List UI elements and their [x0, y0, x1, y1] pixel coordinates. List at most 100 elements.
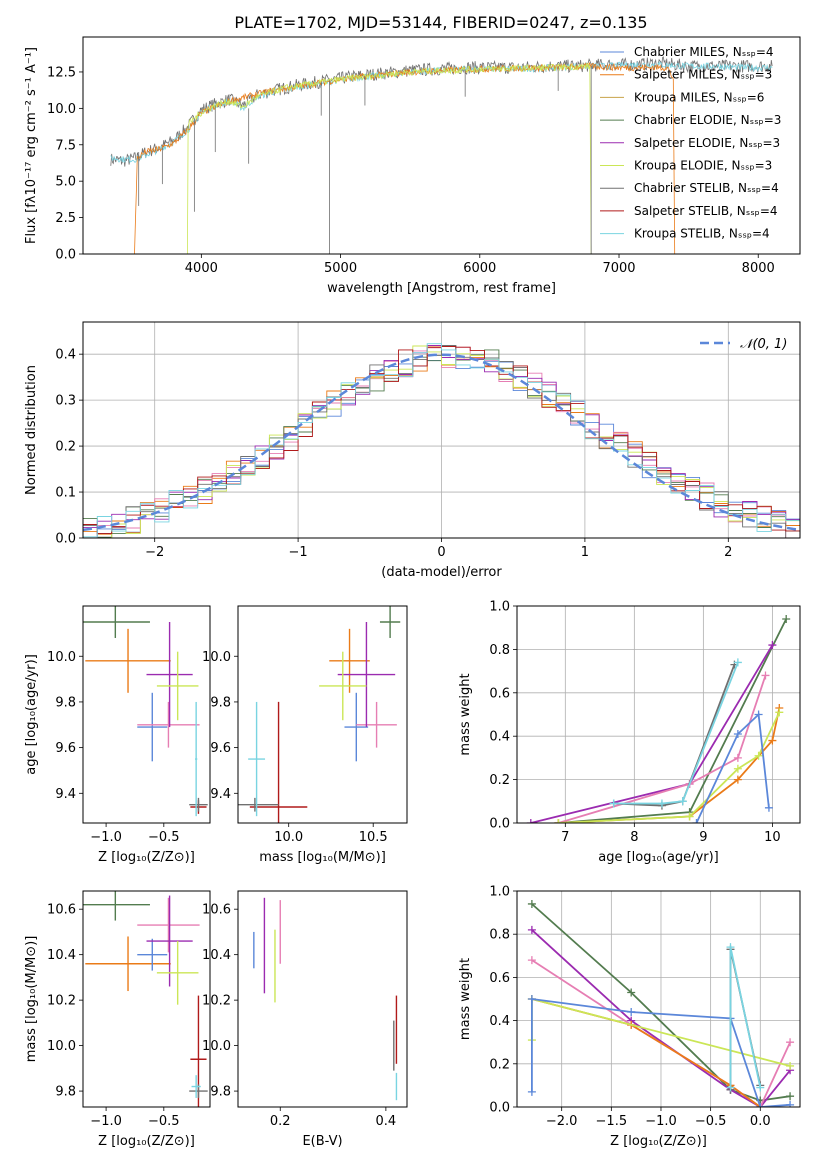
- data-point-marker: [627, 988, 636, 997]
- y-tick-label: 10.0: [47, 650, 76, 665]
- x-tick-label: −0.5: [148, 830, 180, 845]
- legend-label: Salpeter STELIB, Nₛₛₚ=4: [634, 204, 778, 218]
- y-tick-label: 10.6: [202, 903, 231, 918]
- y-tick-label: 1.0: [489, 600, 510, 615]
- x-tick-label: 10.0: [274, 830, 303, 845]
- y-tick-label: 9.6: [210, 741, 231, 756]
- y-tick-label: 0.1: [55, 486, 76, 501]
- data-point-marker: [733, 753, 742, 762]
- data-point-marker: [527, 995, 536, 1003]
- legend-label: Kroupa MILES, Nₛₛₚ=6: [634, 90, 764, 104]
- data-point-marker: [609, 799, 618, 808]
- x-tick-label: 4000: [185, 261, 218, 276]
- data-point-marker: [756, 1083, 765, 1092]
- errorbars: [238, 606, 401, 823]
- data-point-marker: [678, 797, 687, 806]
- spectrum-lines: [110, 56, 773, 254]
- chart-spectrum: 4000 5000 6000 7000 8000 0.0 2.5 5.0 7.5 10.0 12.5…: [24, 36, 801, 296]
- x-tick-label: −1.0: [90, 1114, 122, 1129]
- x-tick-label: 0: [437, 545, 445, 560]
- data-point-marker: [526, 819, 535, 823]
- chart-age_vs_Z: −1.0 −0.5 9.4 9.6 9.8 10.0 Z [log₁₀(Z/Z⊙)] age …: [24, 605, 211, 865]
- y-tick-label: 0.4: [489, 730, 510, 745]
- massweight-series-line: [729, 947, 762, 1088]
- errorbars: [83, 891, 208, 1107]
- data-point-marker: [782, 615, 791, 624]
- chart-residuals: −2 −1 0 1 2 0.0 0.1 0.2 0.3 0.4 (data-model)/error…: [24, 321, 801, 580]
- data-point-marker: [527, 899, 536, 908]
- legend-label: Salpeter MILES, Nₛₛₚ=3: [634, 68, 772, 82]
- legend-label: Kroupa STELIB, Nₛₛₚ=4: [634, 227, 770, 241]
- x-tick-label: −1.0: [90, 830, 122, 845]
- x-axis-label: Z [log₁₀(Z/Z⊙)]: [98, 1134, 195, 1149]
- x-tick-label: 0.0: [750, 1114, 771, 1129]
- spectrum-series-line: [187, 63, 592, 254]
- data-point-marker: [786, 1100, 795, 1107]
- y-tick-label: 10.4: [202, 948, 231, 963]
- x-tick-label: 9: [699, 830, 707, 845]
- axes-frame: [82, 605, 211, 824]
- y-tick-label: 9.4: [55, 787, 76, 802]
- x-tick-label: 5000: [324, 261, 357, 276]
- y-tick-label: 10.2: [47, 994, 76, 1009]
- x-tick-label: −0.5: [695, 1114, 727, 1129]
- y-tick-label: 0.6: [489, 971, 510, 986]
- data-point-marker: [554, 819, 563, 823]
- x-axis-label: Z [log₁₀(Z/Z⊙)]: [610, 1134, 707, 1149]
- x-tick-label: 6000: [463, 261, 496, 276]
- x-tick-label: 8000: [742, 261, 775, 276]
- y-tick-label: 0.0: [489, 817, 510, 832]
- data-point-marker: [726, 1083, 735, 1092]
- errorbars: [83, 606, 208, 817]
- y-tick-label: 0.4: [55, 348, 76, 363]
- x-tick-label: 7: [561, 830, 569, 845]
- y-tick-label: 9.8: [210, 1085, 231, 1100]
- x-tick-label: 8: [630, 830, 638, 845]
- x-tick-label: −2: [145, 545, 164, 560]
- histograms: [83, 343, 800, 538]
- axes-frame: [516, 890, 801, 1108]
- y-tick-label: 12.5: [47, 65, 76, 80]
- axes-frame: [82, 36, 801, 255]
- y-tick-label: 0.3: [55, 394, 76, 409]
- x-tick-label: 10.5: [359, 830, 388, 845]
- x-tick-label: 10: [764, 830, 781, 845]
- y-tick-label: 0.2: [55, 440, 76, 455]
- x-axis-label: age [log₁₀(age/yr)]: [598, 850, 719, 865]
- y-axis-label: mass [log₁₀(M/M⊙)]: [24, 936, 39, 1063]
- axes-frame: [237, 890, 408, 1108]
- chart-massweight_vs_Z: −2.0 −1.5 −1.0 −0.5 0.0 0.0 0.2 0.4 0.6 0.8 1.0 Z […: [458, 885, 801, 1149]
- massweight-series-line: [531, 998, 761, 1107]
- y-tick-label: 0.0: [55, 532, 76, 547]
- data-point-marker: [775, 708, 784, 717]
- y-tick-label: 10.0: [202, 650, 231, 665]
- data-point-marker: [527, 956, 536, 965]
- axes-frame: [237, 605, 408, 824]
- massweight-series-line: [613, 664, 736, 807]
- data-point-marker: [733, 658, 742, 667]
- y-axis-label: mass weight: [458, 673, 473, 755]
- data-point-marker: [527, 925, 536, 934]
- legend-label: Chabrier MILES, Nₛₛₚ=4: [634, 45, 774, 59]
- y-tick-label: 5.0: [55, 175, 76, 190]
- data-point-marker: [786, 1038, 795, 1047]
- data-point-marker: [754, 710, 763, 719]
- y-tick-label: 9.4: [210, 787, 231, 802]
- axes-frame: [516, 605, 801, 824]
- x-tick-label: 2: [724, 545, 732, 560]
- y-tick-label: 0.8: [489, 928, 510, 943]
- data-point-marker: [768, 641, 777, 650]
- legend-label: Chabrier STELIB, Nₛₛₚ=4: [634, 181, 779, 195]
- massweight-lines: [527, 899, 795, 1107]
- legend-label: Chabrier ELODIE, Nₛₛₚ=3: [634, 113, 781, 127]
- y-tick-label: 10.4: [47, 948, 76, 963]
- y-tick-label: 10.6: [47, 903, 76, 918]
- massweight-series-line: [558, 711, 781, 823]
- y-tick-label: 0.6: [489, 686, 510, 701]
- data-point-marker: [786, 1092, 795, 1101]
- y-tick-label: 7.5: [55, 138, 76, 153]
- legend-label: 𝒩(0, 1): [740, 337, 787, 352]
- y-tick-label: 0.4: [489, 1014, 510, 1029]
- x-tick-label: 7000: [602, 261, 635, 276]
- data-point-marker: [627, 1007, 636, 1016]
